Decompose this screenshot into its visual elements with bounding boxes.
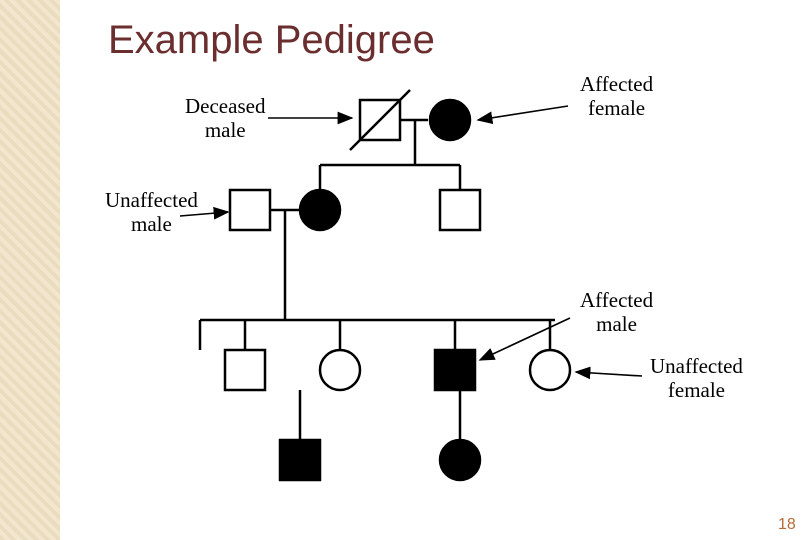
- callout-arrow-icon: [180, 212, 228, 216]
- pedigree-node-g3m1: [225, 350, 265, 390]
- pedigree-node-g4m: [280, 440, 320, 480]
- page-number: 18: [778, 516, 796, 534]
- callout-arrow-icon: [576, 372, 642, 376]
- pedigree-diagram: [0, 0, 810, 540]
- pedigree-node-g3f1: [320, 350, 360, 390]
- pedigree-node-g2m2: [440, 190, 480, 230]
- pedigree-node-g3m2: [435, 350, 475, 390]
- pedigree-node-g1f: [430, 100, 470, 140]
- pedigree-node-g4f: [440, 440, 480, 480]
- pedigree-node-g2f1: [300, 190, 340, 230]
- callout-arrow-icon: [478, 106, 568, 120]
- pedigree-node-g2m1: [230, 190, 270, 230]
- pedigree-node-g3f2: [530, 350, 570, 390]
